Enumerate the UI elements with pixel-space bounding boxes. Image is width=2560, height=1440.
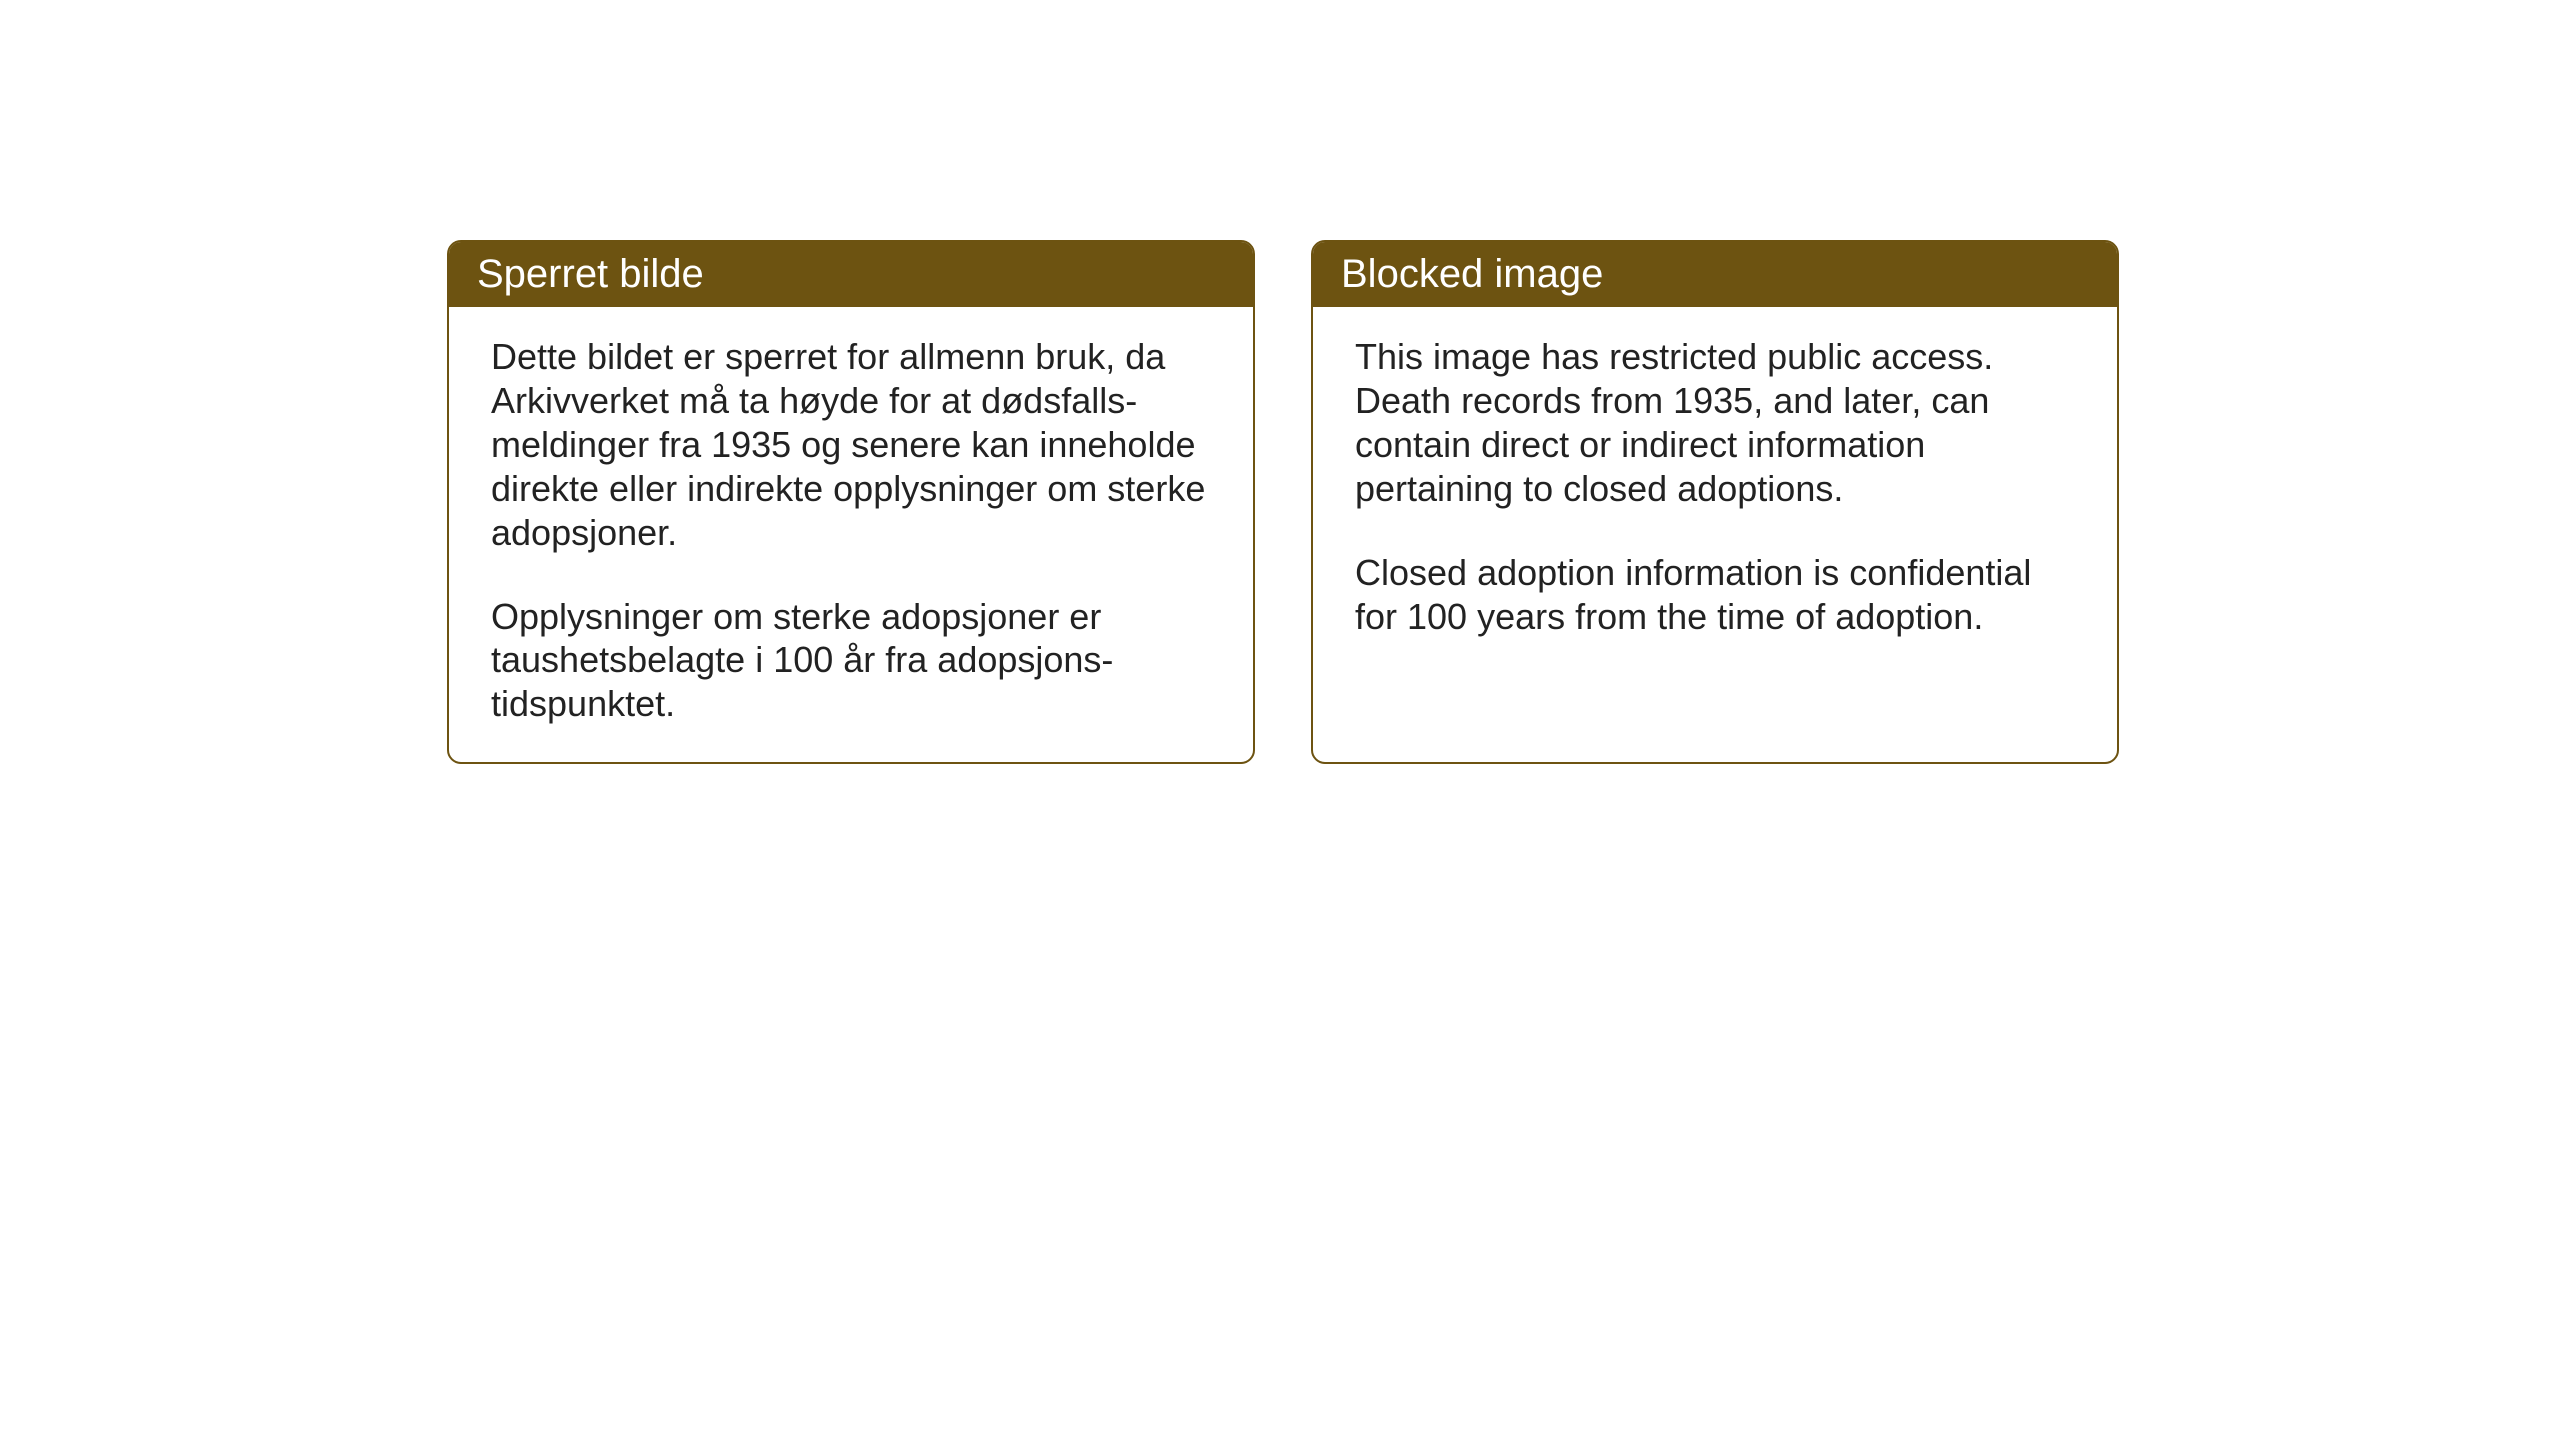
- card-header-english: Blocked image: [1313, 242, 2117, 307]
- card-body-english: This image has restricted public access.…: [1313, 307, 2117, 674]
- card-body-norwegian: Dette bildet er sperret for allmenn bruk…: [449, 307, 1253, 762]
- notice-container: Sperret bilde Dette bildet er sperret fo…: [447, 240, 2119, 764]
- notice-card-english: Blocked image This image has restricted …: [1311, 240, 2119, 764]
- notice-card-norwegian: Sperret bilde Dette bildet er sperret fo…: [447, 240, 1255, 764]
- card-paragraph-2-english: Closed adoption information is confident…: [1355, 551, 2075, 639]
- card-title-norwegian: Sperret bilde: [477, 252, 704, 296]
- card-paragraph-1-norwegian: Dette bildet er sperret for allmenn bruk…: [491, 335, 1211, 555]
- card-header-norwegian: Sperret bilde: [449, 242, 1253, 307]
- card-paragraph-2-norwegian: Opplysninger om sterke adopsjoner er tau…: [491, 595, 1211, 727]
- card-paragraph-1-english: This image has restricted public access.…: [1355, 335, 2075, 511]
- card-title-english: Blocked image: [1341, 252, 1603, 296]
